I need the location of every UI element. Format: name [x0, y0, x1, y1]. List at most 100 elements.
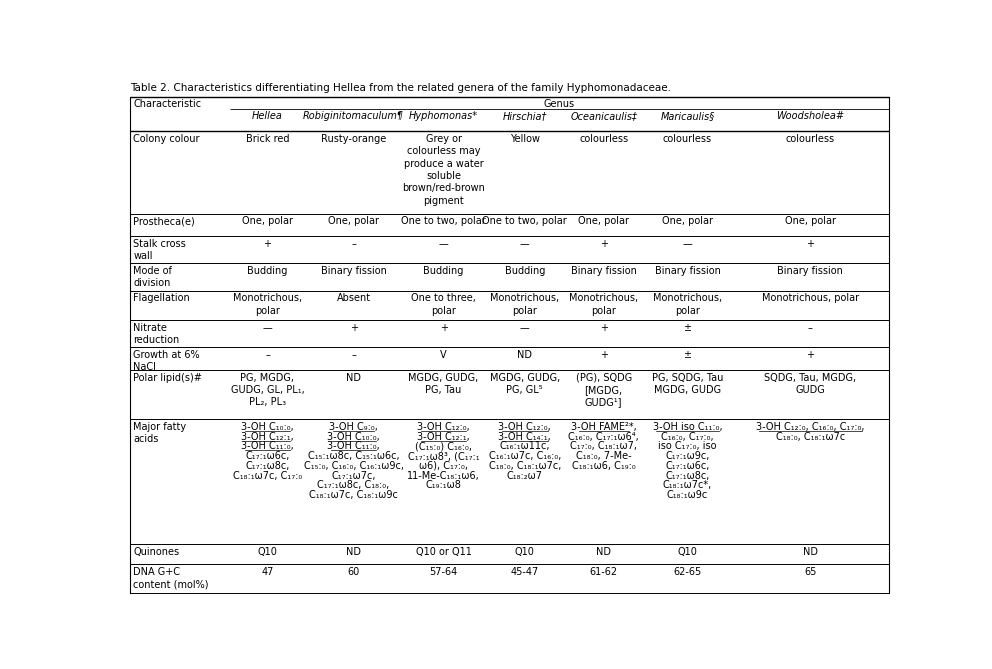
Text: Yellow: Yellow — [510, 134, 540, 144]
Text: C₁₈:₀, C₁₈:₁ω7c,: C₁₈:₀, C₁₈:₁ω7c, — [488, 461, 560, 471]
Text: One to three,
polar: One to three, polar — [411, 293, 476, 316]
Text: Q10: Q10 — [258, 547, 278, 557]
Text: 47: 47 — [261, 567, 274, 577]
Text: C₁₈:₁ω7c, C₁₈:₁ω9c: C₁₈:₁ω7c, C₁₈:₁ω9c — [310, 490, 398, 500]
Text: colourless: colourless — [786, 134, 835, 144]
Text: 3-OH FAME²*,: 3-OH FAME²*, — [570, 422, 637, 432]
Text: Prostheca(e): Prostheca(e) — [133, 216, 195, 226]
Text: 3-OH C₁₀:₀,: 3-OH C₁₀:₀, — [241, 422, 294, 432]
Text: One to two, polar: One to two, polar — [482, 216, 567, 226]
Text: +: + — [439, 322, 447, 332]
Text: –: – — [807, 322, 812, 332]
Text: ND: ND — [803, 547, 818, 557]
Text: –: – — [351, 239, 356, 249]
Text: One, polar: One, polar — [242, 216, 293, 226]
Text: Hyphomonas*: Hyphomonas* — [409, 111, 478, 120]
Text: Hirschia†: Hirschia† — [503, 111, 547, 120]
Text: Genus: Genus — [544, 99, 574, 109]
Text: C₁₈:₁ω7c, C₁₇:₀: C₁₈:₁ω7c, C₁₇:₀ — [233, 470, 303, 480]
Text: +: + — [806, 239, 814, 249]
Text: SQDG, Tau, MGDG,
GUDG: SQDG, Tau, MGDG, GUDG — [765, 373, 856, 395]
Text: 61-62: 61-62 — [589, 567, 618, 577]
Text: Characteristic: Characteristic — [133, 99, 201, 109]
Text: C₁₈:₀, 7-Me-: C₁₈:₀, 7-Me- — [575, 451, 632, 461]
Text: ND: ND — [346, 547, 361, 557]
Text: Monotrichous,
polar: Monotrichous, polar — [490, 293, 559, 316]
Text: C₁₆:₁ω7c, C₁₆:₀,: C₁₆:₁ω7c, C₁₆:₀, — [488, 451, 560, 461]
Text: C₁₉:₁ω8: C₁₉:₁ω8 — [426, 480, 461, 490]
Text: Colony colour: Colony colour — [133, 134, 199, 144]
Text: PG, MGDG,
GUDG, GL, PL₁,
PL₂, PL₃: PG, MGDG, GUDG, GL, PL₁, PL₂, PL₃ — [230, 373, 305, 407]
Text: Maricaulis§: Maricaulis§ — [661, 111, 714, 120]
Text: Binary fission: Binary fission — [570, 266, 637, 276]
Text: Flagellation: Flagellation — [133, 293, 190, 303]
Text: 3-OH C₁₂:₀,: 3-OH C₁₂:₀, — [498, 422, 552, 432]
Text: Major fatty
acids: Major fatty acids — [133, 422, 186, 444]
Text: Grey or
colourless may
produce a water
soluble
brown/red-brown
pigment: Grey or colourless may produce a water s… — [402, 134, 485, 206]
Text: C₁₇:₀, C₁₈:₁ω7,: C₁₇:₀, C₁₈:₁ω7, — [570, 442, 637, 452]
Text: C₁₆:₁ω11c,: C₁₆:₁ω11c, — [500, 442, 550, 452]
Text: C₁₈:₁ω7c*,: C₁₈:₁ω7c*, — [663, 480, 712, 490]
Text: 3-OH C₁₁:₀,: 3-OH C₁₁:₀, — [327, 442, 380, 452]
Text: ND: ND — [346, 373, 361, 383]
Text: V: V — [440, 350, 446, 360]
Text: C₁₆:₀, C₁₇:₁ω6⁴,: C₁₆:₀, C₁₇:₁ω6⁴, — [568, 432, 639, 442]
Text: Woodsholea#: Woodsholea# — [777, 111, 844, 120]
Text: C₁₇:₁ω8c, C₁₈:₀,: C₁₇:₁ω8c, C₁₈:₀, — [317, 480, 390, 490]
Text: C₁₇:₁ω8c,: C₁₇:₁ω8c, — [666, 470, 709, 480]
Text: 3-OH C₁₁:₀,: 3-OH C₁₁:₀, — [241, 442, 294, 452]
Text: MGDG, GUDG,
PG, Tau: MGDG, GUDG, PG, Tau — [409, 373, 479, 395]
Text: ND: ND — [517, 350, 533, 360]
Text: One, polar: One, polar — [578, 216, 629, 226]
Text: (C₁₅:₀) C₁₆:₀,: (C₁₅:₀) C₁₆:₀, — [415, 442, 472, 452]
Text: Robiginitomaculum¶: Robiginitomaculum¶ — [304, 111, 404, 120]
Text: —: — — [682, 239, 692, 249]
Text: Table 2. Characteristics differentiating Hellea from the related genera of the f: Table 2. Characteristics differentiating… — [130, 83, 672, 93]
Text: –: – — [265, 350, 270, 360]
Text: DNA G+C
content (mol%): DNA G+C content (mol%) — [133, 567, 208, 589]
Text: 3-OH C₁₂:₀,: 3-OH C₁₂:₀, — [418, 422, 470, 432]
Text: C₁₇:₁ω8³, (C₁₇:₁: C₁₇:₁ω8³, (C₁₇:₁ — [408, 451, 479, 461]
Text: Monotrichous,
polar: Monotrichous, polar — [569, 293, 638, 316]
Text: ±: ± — [683, 322, 691, 332]
Text: Binary fission: Binary fission — [655, 266, 720, 276]
Text: One, polar: One, polar — [785, 216, 836, 226]
Text: (PG), SQDG
[MGDG,
GUDG¹]: (PG), SQDG [MGDG, GUDG¹] — [575, 373, 632, 407]
Text: +: + — [806, 350, 814, 360]
Text: Brick red: Brick red — [246, 134, 290, 144]
Text: Monotrichous, polar: Monotrichous, polar — [762, 293, 859, 303]
Text: C₁₇:₁ω6c,: C₁₇:₁ω6c, — [666, 461, 709, 471]
Text: 45-47: 45-47 — [511, 567, 539, 577]
Text: colourless: colourless — [663, 134, 712, 144]
Text: —: — — [438, 239, 448, 249]
Text: 11-Me-C₁₈:₁ω6,: 11-Me-C₁₈:₁ω6, — [407, 470, 480, 480]
Text: 3-OH C₁₂:₀, C₁₆:₀, C₁₇:₀,: 3-OH C₁₂:₀, C₁₆:₀, C₁₇:₀, — [756, 422, 865, 432]
Text: ±: ± — [683, 350, 691, 360]
Text: Q10: Q10 — [678, 547, 697, 557]
Text: 3-OH C₁₂:₁,: 3-OH C₁₂:₁, — [418, 432, 470, 442]
Text: +: + — [264, 239, 272, 249]
Text: Binary fission: Binary fission — [778, 266, 843, 276]
Text: Nitrate
reduction: Nitrate reduction — [133, 322, 180, 345]
Text: Budding: Budding — [247, 266, 288, 276]
Text: Budding: Budding — [505, 266, 545, 276]
Text: Oceanicaulis‡: Oceanicaulis‡ — [570, 111, 637, 120]
Text: C₁₈:₁ω6, C₁₉:₀: C₁₈:₁ω6, C₁₉:₀ — [571, 461, 636, 471]
Text: Quinones: Quinones — [133, 547, 180, 557]
Text: ω6), C₁₇:₀,: ω6), C₁₇:₀, — [419, 461, 468, 471]
Text: –: – — [351, 350, 356, 360]
Text: C₁₈:₀, C₁₈:₁ω7c: C₁₈:₀, C₁₈:₁ω7c — [776, 432, 845, 442]
Text: 3-OH C₁₄:₁,: 3-OH C₁₄:₁, — [498, 432, 552, 442]
Text: C₁₆:₀, C₁₇:₀,: C₁₆:₀, C₁₇:₀, — [662, 432, 714, 442]
Text: MGDG, GUDG,
PG, GL⁵: MGDG, GUDG, PG, GL⁵ — [490, 373, 559, 395]
Text: —: — — [520, 322, 530, 332]
Text: +: + — [599, 322, 608, 332]
Text: 57-64: 57-64 — [430, 567, 457, 577]
Text: One, polar: One, polar — [662, 216, 713, 226]
Text: +: + — [599, 350, 608, 360]
Text: Binary fission: Binary fission — [320, 266, 387, 276]
Text: 65: 65 — [805, 567, 816, 577]
Text: iso C₁₇:₀, iso: iso C₁₇:₀, iso — [659, 442, 717, 452]
Text: C₁₇:₁ω7c,: C₁₇:₁ω7c, — [331, 470, 376, 480]
Text: Q10 or Q11: Q10 or Q11 — [416, 547, 471, 557]
